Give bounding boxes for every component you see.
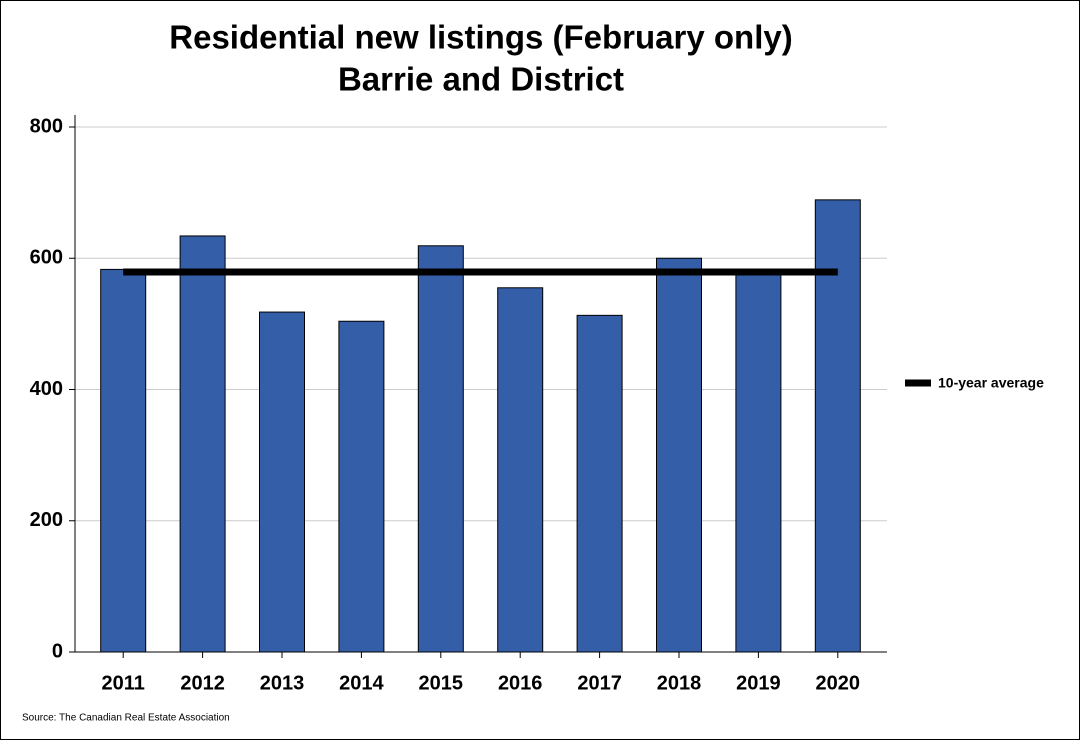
x-tick-label: 2020 bbox=[816, 672, 861, 694]
legend-label: 10-year average bbox=[938, 375, 1044, 391]
y-tick-label: 600 bbox=[30, 247, 63, 269]
y-tick-label: 400 bbox=[30, 378, 63, 400]
bar bbox=[100, 268, 147, 653]
x-tick-label: 2014 bbox=[339, 672, 384, 694]
bar bbox=[497, 287, 544, 653]
y-tick-label: 0 bbox=[52, 640, 63, 662]
y-tick-label: 200 bbox=[30, 509, 63, 531]
x-tick-label: 2016 bbox=[498, 672, 543, 694]
x-tick-label: 2013 bbox=[260, 672, 305, 694]
bar bbox=[338, 320, 385, 653]
x-tick-label: 2011 bbox=[102, 672, 145, 694]
source-note: Source: The Canadian Real Estate Associa… bbox=[22, 713, 230, 724]
y-tick-label: 800 bbox=[30, 115, 63, 137]
bar bbox=[576, 314, 623, 653]
x-tick-label: 2015 bbox=[419, 672, 464, 694]
x-tick-label: 2018 bbox=[657, 672, 702, 694]
bar bbox=[814, 199, 861, 653]
bar bbox=[259, 311, 305, 653]
chart-title: Residential new listings (February only) bbox=[169, 19, 792, 56]
x-tick-label: 2017 bbox=[577, 672, 622, 694]
bar bbox=[179, 235, 226, 653]
chart-subtitle: Barrie and District bbox=[338, 61, 624, 98]
x-tick-label: 2019 bbox=[736, 672, 781, 694]
bar bbox=[417, 245, 464, 653]
x-tick-label: 2012 bbox=[180, 672, 225, 694]
bar bbox=[656, 257, 702, 653]
bar bbox=[735, 271, 782, 653]
